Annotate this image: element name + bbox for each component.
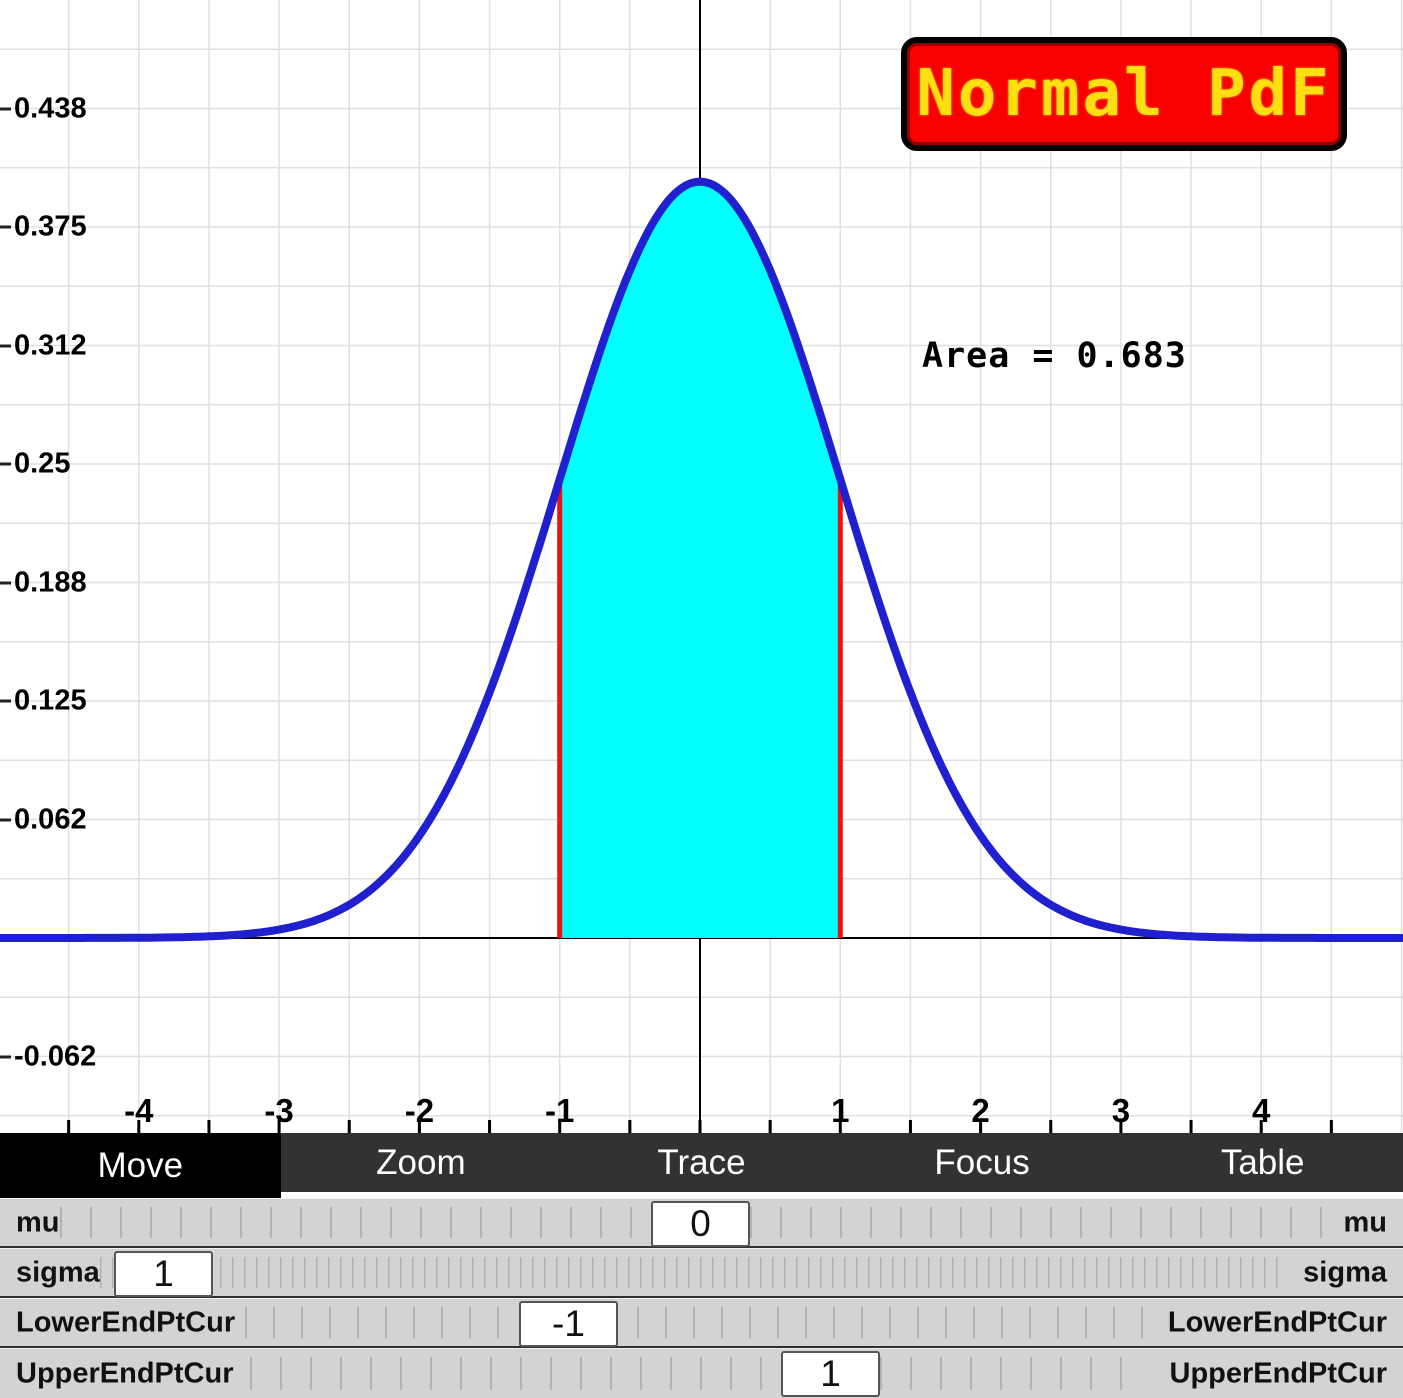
title-badge: Normal PdF — [901, 37, 1347, 151]
x-axis-label: 2 — [971, 1092, 990, 1129]
slider-lower-thumb[interactable]: -1 — [519, 1301, 618, 1347]
y-axis-label: 0.375 — [14, 210, 87, 243]
menu-bar: Move Zoom Trace Focus Table — [0, 1133, 1403, 1198]
y-edge-tick — [0, 699, 11, 703]
slider-sigma-thumb[interactable]: 1 — [114, 1251, 213, 1297]
tab-move[interactable]: Move — [0, 1133, 281, 1198]
slider-row-lower-endpoint[interactable]: LowerEndPtCur -1 LowerEndPtCur — [0, 1298, 1403, 1348]
slider-lower-label-left: LowerEndPtCur — [16, 1306, 236, 1338]
y-axis-label: 0.438 — [14, 92, 87, 124]
slider-mu-label-left: mu — [16, 1206, 60, 1238]
x-axis-label: 4 — [1252, 1092, 1271, 1129]
y-axis-label: 0.312 — [14, 329, 87, 361]
x-axis-label: -1 — [545, 1092, 575, 1129]
normal-curve-canvas — [0, 0, 1403, 1133]
shaded-area — [559, 181, 841, 939]
y-edge-tick — [0, 107, 11, 110]
y-edge-tick — [0, 462, 11, 466]
slider-upper-label-right: UpperEndPtCur — [1169, 1357, 1388, 1389]
slider-panel: mu 0 mu sigma 1 sigma LowerEndPtCur -1 L… — [0, 1198, 1403, 1398]
slider-lower-label-right: LowerEndPtCur — [1167, 1306, 1387, 1338]
tab-table[interactable]: Table — [1122, 1133, 1403, 1192]
y-edge-tick — [0, 225, 11, 229]
y-axis-label: -0.062 — [14, 1040, 97, 1072]
tab-focus[interactable]: Focus — [841, 1133, 1123, 1192]
slider-upper-thumb[interactable]: 1 — [781, 1351, 880, 1397]
tab-trace[interactable]: Trace — [561, 1133, 842, 1192]
slider-lower-track[interactable] — [245, 1307, 1151, 1338]
y-edge-tick — [0, 818, 11, 821]
y-axis-label: 0.188 — [14, 566, 87, 598]
x-axis-label: 1 — [831, 1092, 850, 1129]
x-axis-label: -3 — [264, 1092, 294, 1129]
tab-zoom[interactable]: Zoom — [280, 1133, 562, 1192]
y-axis-label: 0.25 — [14, 447, 71, 480]
title-text: Normal PdF — [916, 57, 1332, 131]
slider-upper-track[interactable] — [250, 1357, 1146, 1390]
slider-sigma-track[interactable] — [100, 1257, 1281, 1288]
y-axis-label: 0.125 — [14, 684, 87, 717]
x-axis-label: -4 — [124, 1092, 154, 1129]
normal-curve — [0, 177, 1403, 942]
y-edge-tick — [0, 344, 11, 347]
y-edge-tick — [0, 581, 11, 584]
slider-mu-thumb[interactable]: 0 — [651, 1201, 750, 1247]
slider-row-sigma[interactable]: sigma 1 sigma — [0, 1248, 1403, 1298]
area-readout: Area = 0.683 — [922, 336, 1187, 376]
plot-area[interactable]: Normal PdF Area = 0.683 0.438 0.375 0.312 0… — [0, 0, 1403, 1133]
x-axis-label: -2 — [404, 1092, 435, 1129]
y-edge-tick — [0, 1055, 11, 1058]
slider-mu-label-right: mu — [1343, 1206, 1388, 1238]
slider-upper-label-left: UpperEndPtCur — [16, 1357, 234, 1389]
y-axis-label: 0.062 — [14, 803, 87, 835]
slider-row-mu[interactable]: mu 0 mu — [0, 1198, 1403, 1248]
slider-row-upper-endpoint[interactable]: UpperEndPtCur 1 UpperEndPtCur — [0, 1348, 1403, 1398]
x-axis-label: 3 — [1111, 1092, 1131, 1129]
slider-sigma-label-right: sigma — [1303, 1256, 1387, 1288]
slider-sigma-label-left: sigma — [16, 1256, 100, 1288]
